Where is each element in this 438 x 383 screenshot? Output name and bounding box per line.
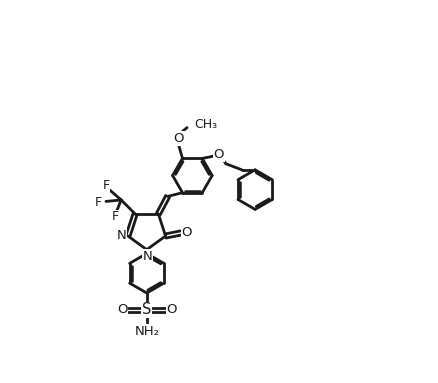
Text: O: O (117, 303, 127, 316)
Text: O: O (173, 132, 184, 145)
Text: N: N (117, 229, 127, 242)
Text: CH₃: CH₃ (194, 118, 218, 131)
Text: O: O (181, 226, 192, 239)
Text: F: F (112, 210, 119, 223)
Text: F: F (102, 179, 110, 192)
Text: O: O (166, 303, 177, 316)
Text: S: S (142, 302, 152, 317)
Text: O: O (213, 149, 224, 162)
Text: N: N (142, 250, 152, 263)
Text: F: F (95, 196, 102, 209)
Text: NH₂: NH₂ (134, 324, 159, 337)
